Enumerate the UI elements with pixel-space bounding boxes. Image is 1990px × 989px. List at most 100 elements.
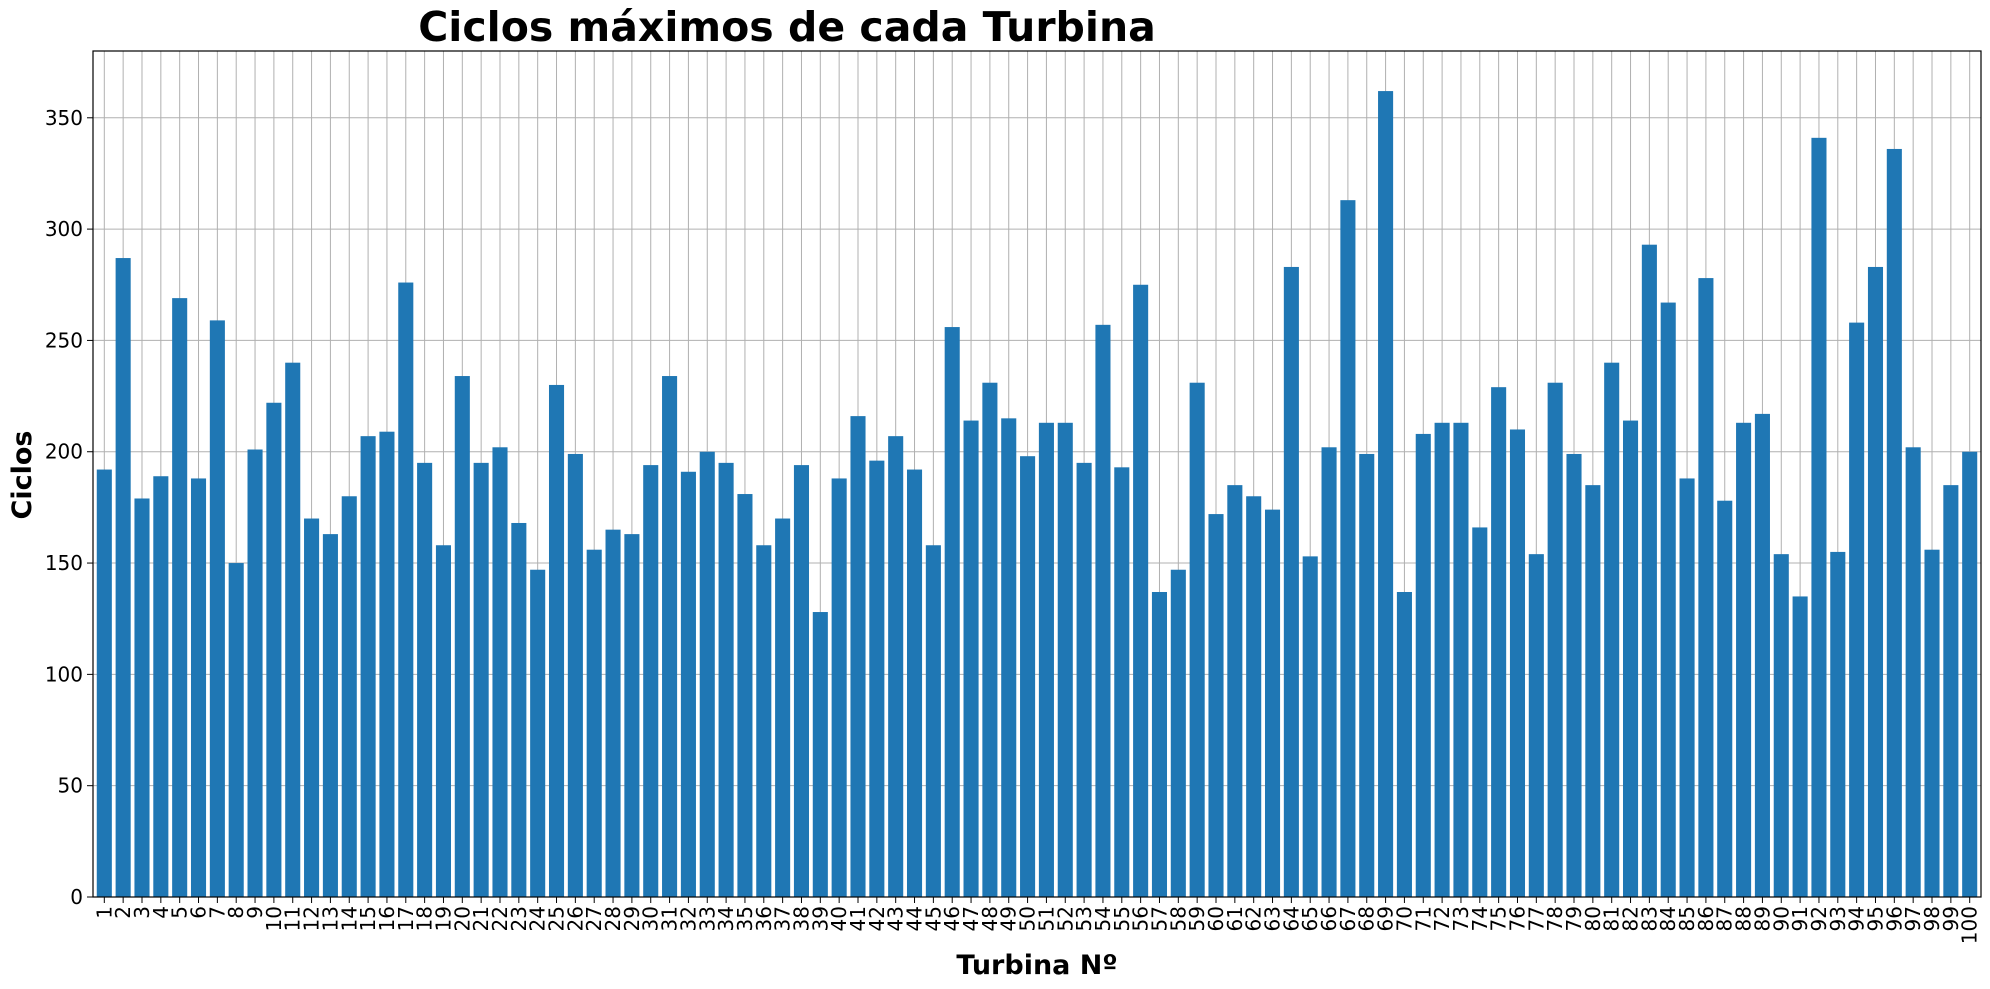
x-tick-label: 95	[1863, 906, 1887, 931]
x-tick-label: 5	[168, 906, 192, 919]
x-tick-label: 39	[808, 906, 832, 931]
y-tick-label: 0	[70, 885, 83, 909]
x-tick-label: 87	[1713, 906, 1737, 931]
y-tick-label: 100	[45, 662, 83, 686]
bar	[586, 549, 602, 897]
x-tick-label: 25	[545, 906, 569, 931]
bar	[1962, 451, 1978, 897]
bar	[115, 258, 131, 897]
x-tick-label: 55	[1110, 906, 1134, 931]
x-tick-label: 34	[714, 906, 738, 931]
x-tick-label: 6	[187, 906, 211, 919]
x-tick-label: 41	[846, 906, 870, 931]
x-tick-label: 74	[1468, 906, 1492, 931]
x-tick-label: 8	[224, 906, 248, 919]
x-tick-label: 89	[1750, 906, 1774, 931]
bar	[1849, 322, 1865, 897]
bar	[906, 469, 923, 897]
x-tick-label: 9	[243, 906, 267, 919]
x-tick-label: 99	[1939, 906, 1963, 931]
y-tick-label: 350	[45, 106, 83, 130]
bar	[1001, 418, 1017, 897]
x-tick-label: 82	[1619, 906, 1643, 931]
bar	[247, 449, 263, 897]
bar	[1509, 429, 1526, 897]
x-tick-label: 46	[940, 906, 964, 931]
x-tick-label: 94	[1845, 906, 1869, 931]
bar	[341, 496, 357, 897]
x-tick-label: 2	[111, 906, 135, 919]
x-tick-label: 16	[375, 906, 399, 931]
x-tick-label: 66	[1317, 906, 1341, 931]
x-tick-label: 31	[658, 906, 682, 931]
x-tick-label: 44	[903, 906, 927, 931]
bar	[1133, 284, 1149, 897]
x-tick-label: 7	[205, 906, 229, 919]
bar	[1057, 422, 1073, 897]
x-tick-label: 20	[450, 906, 474, 931]
x-tick-label: 26	[563, 906, 587, 931]
x-tick-label: 61	[1223, 906, 1247, 931]
x-tick-label: 79	[1562, 906, 1586, 931]
x-tick-label: 13	[318, 906, 342, 931]
x-tick-label: 11	[281, 906, 305, 931]
x-tick-label: 21	[469, 906, 493, 931]
x-tick-label: 78	[1543, 906, 1567, 931]
bar	[511, 522, 527, 897]
x-tick-label: 1	[92, 906, 116, 919]
x-tick-label: 97	[1901, 906, 1925, 931]
x-tick-label: 40	[827, 906, 851, 931]
bar	[662, 376, 678, 897]
bar	[1453, 422, 1469, 897]
bar	[1585, 485, 1601, 897]
x-tick-label: 93	[1826, 906, 1850, 931]
bar	[435, 545, 452, 897]
bar	[1660, 302, 1676, 897]
bar	[1698, 278, 1714, 897]
bar	[1246, 496, 1262, 897]
x-tick-label: 43	[884, 906, 908, 931]
x-tick-label: 50	[1016, 906, 1040, 931]
bar	[1924, 549, 1940, 897]
x-tick-label: 22	[488, 906, 512, 931]
x-tick-label: 92	[1807, 906, 1831, 931]
bar	[718, 462, 734, 897]
bar	[530, 569, 546, 897]
x-tick-label: 84	[1656, 906, 1680, 931]
x-tick-label: 83	[1637, 906, 1661, 931]
bar	[1547, 382, 1563, 897]
x-tick-label: 64	[1279, 906, 1303, 931]
x-tick-label: 60	[1204, 906, 1228, 931]
bar	[925, 545, 941, 897]
chart-title: Ciclos máximos de cada Turbina	[418, 3, 1156, 51]
x-tick-label: 35	[733, 906, 757, 931]
bar	[492, 447, 508, 897]
bar	[605, 529, 621, 897]
bar	[1641, 244, 1657, 898]
x-tick-label: 29	[620, 906, 644, 931]
bar	[869, 460, 885, 897]
bar	[1151, 591, 1168, 897]
x-tick-label: 73	[1449, 906, 1473, 931]
bar	[699, 451, 715, 897]
bar	[1773, 554, 1789, 897]
x-tick-label: 88	[1732, 906, 1756, 931]
x-tick-label: 54	[1091, 906, 1115, 931]
bar	[1622, 420, 1639, 897]
bar	[1283, 266, 1299, 897]
bar	[982, 382, 998, 897]
x-tick-label: 63	[1261, 906, 1285, 931]
bar	[1905, 447, 1921, 897]
x-tick-label: 24	[526, 906, 550, 931]
bar	[775, 518, 791, 897]
x-tick-label: 18	[413, 906, 437, 931]
bar	[944, 327, 960, 897]
bar	[963, 420, 979, 897]
y-tick-label: 150	[45, 551, 83, 575]
x-axis-ticks: 1234567891011121314151617181920212223242…	[92, 897, 1982, 944]
bar	[1378, 91, 1394, 898]
bar	[737, 494, 753, 897]
bar	[153, 476, 169, 897]
x-tick-label: 86	[1694, 906, 1718, 931]
x-tick-label: 17	[394, 906, 418, 931]
